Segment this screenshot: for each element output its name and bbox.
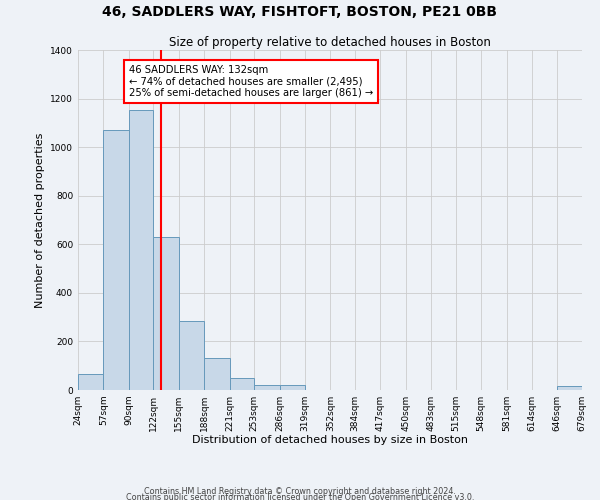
Text: Contains HM Land Registry data © Crown copyright and database right 2024.: Contains HM Land Registry data © Crown c… <box>144 487 456 496</box>
Bar <box>103 130 129 390</box>
Bar <box>557 386 582 390</box>
Bar <box>154 237 179 390</box>
Bar <box>78 374 103 390</box>
Bar <box>179 321 204 390</box>
Bar <box>254 385 280 390</box>
X-axis label: Distribution of detached houses by size in Boston: Distribution of detached houses by size … <box>192 436 468 446</box>
Text: 46, SADDLERS WAY, FISHTOFT, BOSTON, PE21 0BB: 46, SADDLERS WAY, FISHTOFT, BOSTON, PE21… <box>103 5 497 19</box>
Text: 46 SADDLERS WAY: 132sqm
← 74% of detached houses are smaller (2,495)
25% of semi: 46 SADDLERS WAY: 132sqm ← 74% of detache… <box>129 64 373 98</box>
Title: Size of property relative to detached houses in Boston: Size of property relative to detached ho… <box>169 36 491 49</box>
Text: Contains public sector information licensed under the Open Government Licence v3: Contains public sector information licen… <box>126 492 474 500</box>
Bar <box>230 378 254 390</box>
Bar <box>129 110 154 390</box>
Y-axis label: Number of detached properties: Number of detached properties <box>35 132 44 308</box>
Bar <box>280 385 305 390</box>
Bar <box>204 358 230 390</box>
